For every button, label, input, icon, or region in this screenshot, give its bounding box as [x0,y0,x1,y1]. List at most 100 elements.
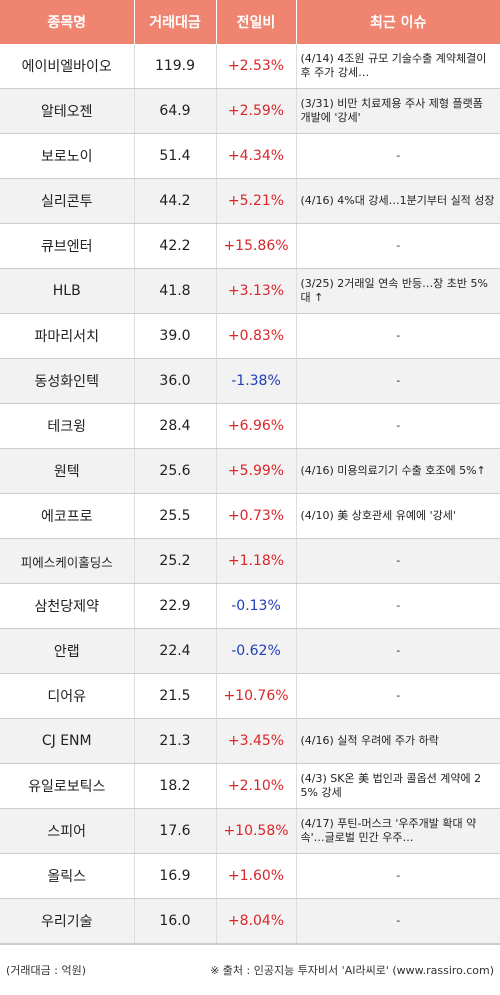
header-recent-issue: 최근 이슈 [296,0,500,44]
stock-name-cell: 원텍 [0,448,135,494]
change-cell: +3.13% [216,268,297,314]
trading-amount-cell: 25.5 [134,493,217,539]
stock-name-cell: 실리콘투 [0,178,135,224]
recent-issue-cell: (4/16) 미용의료기기 수출 호조에 5%↑ [296,448,500,494]
header-change: 전일비 [216,0,297,44]
header-stock-name: 종목명 [0,0,135,44]
table-row: 안랩 22.4 -0.62% - [0,628,500,674]
stock-name-cell: 에이비엘바이오 [0,44,135,89]
trading-amount-cell: 18.2 [134,763,217,809]
recent-issue-text: - [396,914,401,927]
change-cell: +0.83% [216,313,297,359]
table-row: 큐브엔터 42.2 +15.86% - [0,223,500,269]
table-row: HLB 41.8 +3.13% (3/25) 2거래일 연속 반등…장 초반 5%대 … [0,268,500,314]
recent-issue-cell: - [296,583,500,629]
recent-issue-text: - [396,689,401,702]
table-footer: (거래대금 : 억원) ※ 출처 : 인공지능 투자비서 'AI라씨로' (ww… [0,944,500,995]
recent-issue-cell: - [296,898,500,944]
recent-issue-cell: (4/14) 4조원 규모 기술수출 계약체결이후 주가 강세… [296,44,500,89]
recent-issue-text: (3/31) 비만 치료제용 주사 제형 플랫폼 개발에 '강세' [300,97,483,124]
trading-amount-cell: 64.9 [134,88,217,134]
recent-issue-text: - [396,554,401,567]
stock-name-cell: HLB [0,268,135,314]
table-row: 우리기술 16.0 +8.04% - [0,898,500,944]
change-cell: +6.96% [216,403,297,449]
trading-amount-cell: 119.9 [134,44,217,89]
stock-name-cell: 유일로보틱스 [0,763,135,809]
unit-note: (거래대금 : 억원) [6,964,87,977]
recent-issue-cell: - [296,853,500,899]
change-cell: +15.86% [216,223,297,269]
table-row: CJ ENM 21.3 +3.45% (4/16) 실적 우려에 주가 하락 [0,718,500,764]
recent-issue-cell: (3/25) 2거래일 연속 반등…장 초반 5%대 ↑ [296,268,500,314]
stock-name-cell: 큐브엔터 [0,223,135,269]
recent-issue-text: - [396,149,401,162]
stock-name-cell: 우리기술 [0,898,135,944]
recent-issue-text: - [396,599,401,612]
change-cell: -0.62% [216,628,297,674]
stock-name-cell: 보로노이 [0,133,135,179]
recent-issue-text: (3/25) 2거래일 연속 반등…장 초반 5%대 ↑ [300,277,488,304]
recent-issue-cell: - [296,403,500,449]
change-cell: +10.58% [216,808,297,854]
trading-amount-cell: 25.2 [134,538,217,584]
recent-issue-text: - [396,329,401,342]
table-row: 테크윙 28.4 +6.96% - [0,403,500,449]
recent-issue-cell: - [296,133,500,179]
table-row: 디어유 21.5 +10.76% - [0,673,500,719]
source-note: ※ 출처 : 인공지능 투자비서 'AI라씨로' (www.rassiro.co… [210,964,494,977]
table-body: 에이비엘바이오 119.9 +2.53% (4/14) 4조원 규모 기술수출 계약체… [0,44,500,944]
recent-issue-text: (4/16) 4%대 강세…1분기부터 실적 성장 [300,194,495,207]
recent-issue-cell: (4/10) 美 상호관세 유예에 '강세' [296,493,500,539]
recent-issue-cell: (4/16) 4%대 강세…1분기부터 실적 성장 [296,178,500,224]
table-row: 동성화인텍 36.0 -1.38% - [0,358,500,404]
change-cell: +5.21% [216,178,297,224]
table-row: 올릭스 16.9 +1.60% - [0,853,500,899]
table-row: 알테오젠 64.9 +2.59% (3/31) 비만 치료제용 주사 제형 플랫폼 개… [0,88,500,134]
trading-amount-cell: 28.4 [134,403,217,449]
header-trading-amount: 거래대금 [134,0,217,44]
recent-issue-text: (4/16) 실적 우려에 주가 하락 [300,734,439,747]
stock-name-cell: 파마리서치 [0,313,135,359]
recent-issue-cell: (4/17) 푸틴-머스크 '우주개발 확대 약속'…글로벌 민간 우주… [296,808,500,854]
stock-name-cell: 피에스케이홀딩스 [0,538,135,584]
recent-issue-text: (4/17) 푸틴-머스크 '우주개발 확대 약속'…글로벌 민간 우주… [300,817,477,844]
trading-amount-cell: 39.0 [134,313,217,359]
change-cell: +5.99% [216,448,297,494]
trading-volume-table: 종목명 거래대금 전일비 최근 이슈 에이비엘바이오 119.9 +2.53% (4/… [0,0,500,944]
trading-amount-cell: 51.4 [134,133,217,179]
change-cell: +1.60% [216,853,297,899]
table-row: 파마리서치 39.0 +0.83% - [0,313,500,359]
trading-amount-cell: 36.0 [134,358,217,404]
table-row: 보로노이 51.4 +4.34% - [0,133,500,179]
table-row: 유일로보틱스 18.2 +2.10% (4/3) SK온 美 법인과 콜옵션 계약에 … [0,763,500,809]
recent-issue-cell: - [296,673,500,719]
table-row: 에코프로 25.5 +0.73% (4/10) 美 상호관세 유예에 '강세' [0,493,500,539]
recent-issue-cell: - [296,358,500,404]
recent-issue-text: - [396,419,401,432]
change-cell: +10.76% [216,673,297,719]
change-cell: +2.53% [216,44,297,89]
change-cell: +4.34% [216,133,297,179]
stock-name-cell: 테크윙 [0,403,135,449]
recent-issue-cell: (4/16) 실적 우려에 주가 하락 [296,718,500,764]
trading-amount-cell: 16.9 [134,853,217,899]
trading-amount-cell: 16.0 [134,898,217,944]
stock-name-cell: 동성화인텍 [0,358,135,404]
stock-name-cell: 에코프로 [0,493,135,539]
recent-issue-cell: - [296,223,500,269]
stock-name-cell: CJ ENM [0,718,135,764]
table-row: 피에스케이홀딩스 25.2 +1.18% - [0,538,500,584]
stock-name-cell: 스피어 [0,808,135,854]
change-cell: +2.10% [216,763,297,809]
stock-name-cell: 삼천당제약 [0,583,135,629]
change-cell: -0.13% [216,583,297,629]
trading-amount-cell: 44.2 [134,178,217,224]
change-cell: -1.38% [216,358,297,404]
table-row: 삼천당제약 22.9 -0.13% - [0,583,500,629]
recent-issue-text: (4/10) 美 상호관세 유예에 '강세' [300,509,456,522]
recent-issue-cell: - [296,628,500,674]
trading-amount-cell: 21.5 [134,673,217,719]
table-row: 실리콘투 44.2 +5.21% (4/16) 4%대 강세…1분기부터 실적 성장 [0,178,500,224]
